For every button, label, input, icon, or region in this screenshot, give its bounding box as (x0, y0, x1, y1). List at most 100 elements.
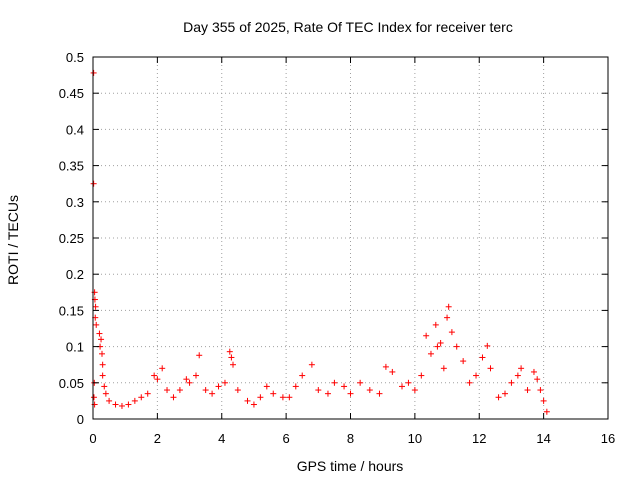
data-point (90, 394, 97, 401)
data-point (286, 394, 293, 401)
data-point (448, 329, 455, 336)
data-point (93, 321, 100, 328)
y-tick-label: 0.4 (66, 122, 84, 137)
y-axis-label: ROTI / TECUs (5, 195, 21, 285)
data-point (244, 397, 251, 404)
y-tick-label: 0.5 (66, 50, 84, 65)
data-point (96, 330, 103, 337)
data-point (534, 376, 541, 383)
data-point (176, 387, 183, 394)
data-points (90, 69, 550, 415)
data-point (202, 387, 209, 394)
x-tick-label: 8 (347, 431, 354, 446)
y-tick-label: 0.35 (59, 159, 84, 174)
x-tick-label: 6 (283, 431, 290, 446)
data-point (99, 350, 106, 357)
data-point (514, 372, 521, 379)
y-tick-label: 0.3 (66, 195, 84, 210)
data-point (102, 390, 109, 397)
data-point (418, 372, 425, 379)
data-point (411, 387, 418, 394)
data-point (434, 343, 441, 350)
data-point (230, 361, 237, 368)
data-point (193, 372, 199, 379)
data-point (226, 348, 233, 355)
x-tick-label: 4 (218, 431, 225, 446)
data-point (331, 379, 338, 386)
data-point (131, 397, 138, 404)
data-point (250, 401, 257, 408)
data-point (234, 387, 241, 394)
data-point (170, 394, 177, 401)
data-point (315, 387, 322, 394)
data-point (502, 390, 508, 397)
data-point (186, 379, 193, 386)
data-point (440, 365, 447, 372)
data-point (101, 383, 108, 390)
x-tick-label: 10 (408, 431, 422, 446)
data-point (299, 372, 306, 379)
data-point (537, 387, 544, 394)
data-point (159, 365, 166, 372)
data-point (98, 336, 105, 343)
data-point (466, 379, 473, 386)
data-point (221, 379, 228, 386)
x-tick-label: 16 (601, 431, 615, 446)
data-point (427, 350, 434, 357)
y-tick-label: 0.15 (59, 303, 84, 318)
x-tick-label: 14 (536, 431, 550, 446)
data-point (215, 383, 222, 390)
data-point (479, 354, 486, 361)
data-point (432, 321, 439, 328)
data-point (495, 394, 502, 401)
data-point (366, 387, 373, 394)
data-point (444, 314, 451, 321)
x-tick-label: 2 (154, 431, 161, 446)
data-point (437, 339, 444, 346)
grid-lines (93, 57, 608, 419)
data-point (324, 390, 331, 397)
data-point (460, 358, 467, 365)
y-tick-label: 0.1 (66, 340, 84, 355)
y-tick-label: 0.25 (59, 231, 84, 246)
data-point (341, 383, 348, 390)
data-point (112, 401, 119, 408)
data-point (263, 383, 270, 390)
data-point (257, 394, 264, 401)
data-point (90, 69, 97, 76)
data-point (106, 397, 113, 404)
data-point (524, 387, 531, 394)
y-tick-label: 0.2 (66, 267, 84, 282)
data-point (357, 379, 364, 386)
chart-title: Day 355 of 2025, Rate Of TEC Index for r… (183, 19, 513, 35)
x-tick-label: 0 (89, 431, 96, 446)
data-point (399, 383, 405, 390)
data-point (270, 390, 277, 397)
data-point (99, 372, 106, 379)
data-point (382, 363, 389, 370)
x-tick-label: 12 (472, 431, 486, 446)
data-point (292, 383, 299, 390)
data-point (530, 368, 537, 375)
data-point (279, 394, 286, 401)
data-point (90, 180, 97, 187)
data-point (151, 372, 158, 379)
data-point (487, 365, 494, 372)
data-point (405, 379, 412, 386)
data-point (518, 365, 525, 372)
data-point (196, 352, 203, 359)
data-point (164, 387, 171, 394)
data-point (138, 394, 145, 401)
data-point (92, 303, 99, 310)
data-point (376, 390, 383, 397)
y-tick-label: 0 (77, 412, 84, 427)
data-point (453, 343, 460, 350)
data-point (144, 390, 151, 397)
axis-ticks (92, 56, 609, 420)
data-point (308, 361, 315, 368)
data-point (445, 303, 452, 310)
data-point (125, 401, 132, 408)
data-point (423, 332, 430, 339)
data-point (508, 379, 515, 386)
